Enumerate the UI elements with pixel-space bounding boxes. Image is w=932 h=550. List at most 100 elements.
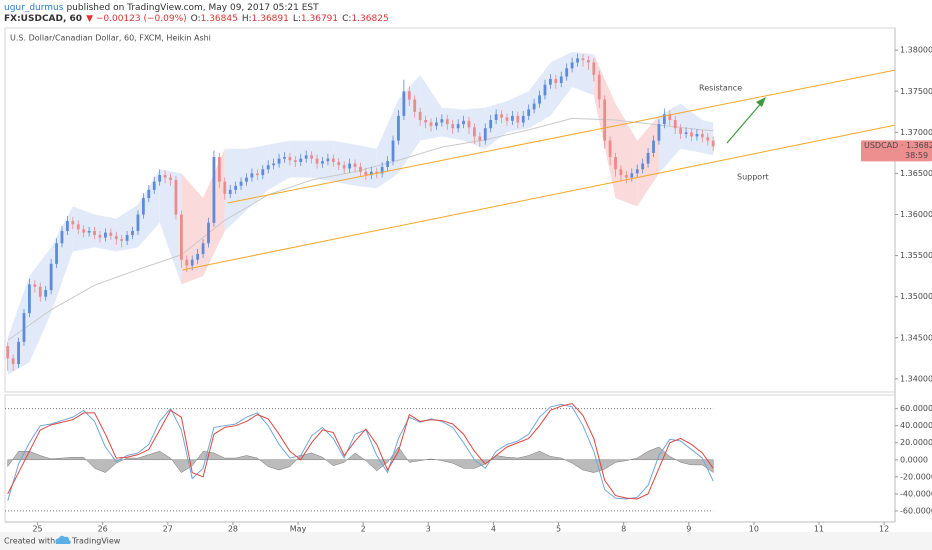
y-tick-label: 1.34000 [900, 374, 932, 383]
candle-body [245, 177, 248, 182]
candle-body [44, 290, 48, 297]
candle-body [364, 171, 368, 176]
candle-body [120, 239, 124, 241]
candle-body [478, 136, 482, 141]
published: published on TradingView.com, May 09, 20… [66, 3, 319, 13]
x-tick-label: 28 [228, 525, 238, 534]
x-tick-label: 2 [361, 525, 366, 534]
y-tick-label: 1.38000 [900, 46, 932, 55]
candle-body [169, 177, 172, 181]
y-tick-label: 0.0000 [900, 455, 928, 464]
candle-body [174, 180, 178, 215]
candle-body [543, 84, 547, 96]
candle-body [662, 114, 666, 125]
candle-body [554, 78, 558, 84]
candle-body [548, 78, 552, 85]
candle-body [348, 163, 352, 169]
candle-body [527, 109, 531, 116]
candle-body [445, 119, 449, 125]
arrow-line [726, 100, 764, 144]
candle-body [635, 169, 639, 174]
ohlc-label: O: [191, 14, 201, 24]
plot [6, 51, 896, 375]
candle-body [456, 124, 460, 129]
candle-body [315, 158, 319, 164]
candle-body [131, 230, 134, 236]
band-segment [29, 247, 52, 363]
candle-body [402, 91, 406, 116]
candle-body [109, 232, 113, 236]
candle-body [6, 345, 10, 359]
candle-body [17, 341, 20, 365]
ohlc-label: L: [293, 14, 301, 24]
candle-body [440, 119, 444, 123]
header-quote: FX:USDCAD, 60 ▼ −0.00123 (−0.09%) O:1.3684… [4, 14, 389, 24]
candle-body [223, 181, 227, 194]
candle-body [304, 155, 308, 159]
x-tick-label: 25 [32, 525, 42, 534]
symbol: FX:USDCAD, 60 [4, 14, 82, 24]
y-tick-label: 20.0000 [900, 438, 932, 447]
oscillator-line [7, 402, 714, 500]
brand[interactable]: TradingView [71, 537, 121, 546]
y-tick-label: 1.35000 [900, 292, 932, 301]
y-tick-label: 1.37000 [900, 128, 932, 137]
candle-body [272, 163, 276, 166]
ohlc-label: H: [242, 14, 252, 24]
candle-body [684, 132, 688, 134]
candle-body [592, 62, 596, 75]
candle-body [521, 115, 525, 123]
arrow [726, 97, 766, 144]
candle-body [38, 286, 42, 297]
candle-body [494, 114, 498, 121]
candle-body [98, 235, 102, 238]
y-tick-label: 1.36500 [900, 169, 932, 178]
y-tick-label: 1.35500 [900, 251, 932, 260]
header-line: ugur_durmus published on TradingView.com,… [4, 3, 319, 13]
x-tick-label: 8 [621, 525, 626, 534]
candle-body [375, 171, 379, 174]
candle-body [266, 165, 270, 170]
candle-body [467, 120, 471, 128]
countdown: 38:59 [905, 151, 928, 160]
candle-body [60, 230, 64, 244]
candle-body [679, 128, 683, 134]
candle-body [337, 161, 341, 166]
candle-body [261, 169, 265, 176]
candle-body [76, 224, 80, 230]
candle-body [125, 235, 129, 241]
candle-body [516, 115, 520, 123]
annotation: Support [737, 173, 769, 182]
candle-body [239, 181, 243, 186]
x-tick-label: 10 [749, 525, 759, 534]
candle-body [321, 161, 324, 164]
candle-body [217, 157, 221, 182]
candle-body [82, 229, 86, 233]
candle-body [353, 163, 357, 167]
candle-body [576, 58, 579, 63]
candle-body [695, 133, 699, 137]
candle-body [87, 230, 91, 233]
x-tick-label: May [290, 525, 307, 534]
brand-icon [55, 535, 71, 544]
candle-body [33, 284, 37, 287]
candle-body [619, 169, 623, 176]
candle-body [255, 173, 259, 176]
candle-body [190, 259, 194, 266]
ohlc-value: 1.36891 [252, 14, 289, 24]
candle-body [228, 189, 232, 194]
candle-body [700, 133, 704, 138]
trendline [182, 124, 896, 271]
candle-body [369, 171, 373, 176]
x-tick-label: 3 [426, 525, 431, 534]
candle-body [657, 124, 661, 141]
candle-body [212, 157, 216, 223]
candle-body [185, 259, 189, 266]
candle-body [114, 235, 118, 240]
annotation: Resistance [699, 84, 742, 93]
author[interactable]: ugur_durmus [4, 3, 64, 13]
candle-body [342, 165, 346, 169]
candle-body [283, 157, 286, 159]
ohlc-value: 1.36791 [301, 14, 338, 24]
chart-title: U.S. Dollar/Canadian Dollar, 60, FXCM, H… [10, 34, 211, 43]
